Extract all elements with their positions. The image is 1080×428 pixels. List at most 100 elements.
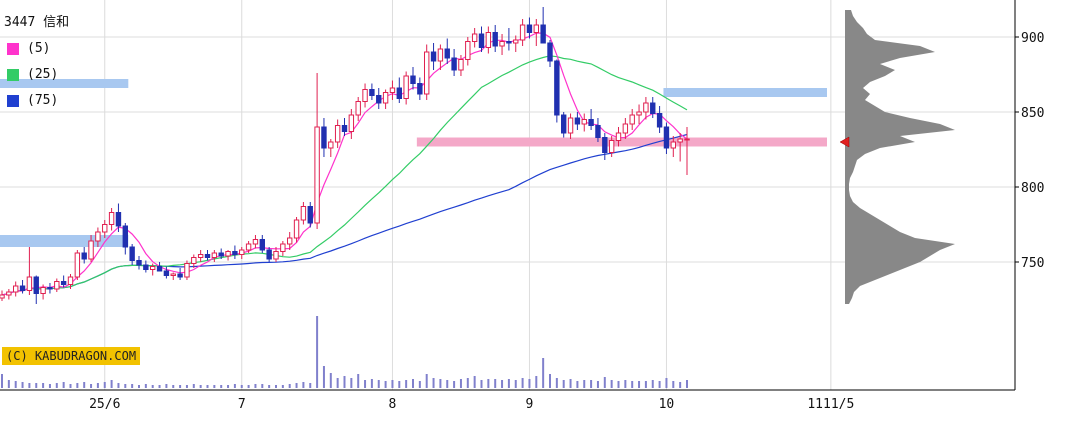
candle-body: [561, 114, 567, 134]
candle-body: [430, 51, 437, 62]
candle-body: [115, 212, 122, 227]
candle: [102, 220, 108, 238]
candle-body: [396, 87, 403, 99]
candle: [581, 113, 587, 132]
candle: [204, 250, 211, 261]
candle-body: [389, 87, 396, 93]
candle-body: [13, 285, 19, 293]
candle: [170, 272, 176, 280]
candle-body: [259, 239, 266, 251]
candle: [156, 262, 163, 272]
candle-body: [314, 126, 320, 224]
candle: [547, 40, 553, 67]
candle-body: [458, 59, 464, 71]
candle: [677, 133, 683, 162]
candle-body: [280, 243, 286, 252]
candle-body: [33, 276, 39, 294]
candle: [81, 247, 87, 264]
candle: [26, 247, 33, 295]
candle: [492, 25, 498, 52]
candle-body: [615, 132, 622, 141]
x-tick-label: 7: [238, 397, 246, 412]
candle-body: [554, 60, 560, 116]
candle: [540, 7, 546, 44]
candle: [197, 250, 204, 262]
price-band: [416, 137, 827, 147]
candle: [163, 266, 170, 279]
candle-body: [266, 249, 272, 260]
candle-body: [547, 42, 553, 62]
candle-body: [54, 281, 60, 290]
candle: [451, 49, 457, 76]
candles: [0, 7, 690, 304]
x-tick-label: 9: [526, 397, 534, 412]
candle: [129, 244, 135, 265]
candle-body: [656, 113, 663, 128]
candle-body: [382, 92, 389, 104]
candle-body: [540, 24, 546, 44]
candle: [300, 202, 307, 225]
candle: [307, 202, 313, 228]
candle: [574, 112, 581, 130]
candle-body: [273, 251, 279, 260]
candle: [396, 77, 403, 103]
candle: [40, 284, 46, 300]
candle-body: [287, 237, 293, 245]
chart-title: 3447 信和: [4, 15, 70, 30]
candle-body: [608, 140, 615, 153]
candle-body: [108, 212, 115, 225]
candle: [280, 241, 286, 256]
candle: [67, 274, 74, 289]
candle: [47, 283, 53, 294]
candle: [6, 289, 12, 300]
candle-body: [471, 33, 478, 42]
candle: [314, 73, 320, 229]
candle: [430, 43, 437, 70]
candle: [74, 250, 81, 280]
candle-body: [40, 287, 46, 294]
candle-body: [6, 291, 12, 296]
candle-body: [526, 24, 533, 33]
candle: [650, 97, 656, 118]
candle-body: [506, 41, 512, 44]
candle: [684, 127, 690, 175]
candle-body: [341, 125, 348, 132]
candle-body: [581, 119, 587, 125]
candle-body: [156, 266, 163, 272]
candle: [239, 247, 245, 259]
candle: [471, 28, 478, 48]
candle: [191, 254, 197, 268]
candle-body: [293, 219, 300, 239]
candle: [122, 223, 128, 255]
candle: [60, 275, 67, 288]
candle: [478, 26, 485, 52]
candle-body: [95, 231, 101, 242]
candle-body: [369, 89, 375, 96]
candle-body: [204, 254, 211, 258]
ma25-line: [1, 55, 688, 296]
candle-body: [321, 126, 327, 149]
candle-body: [143, 264, 149, 270]
candle-body: [218, 252, 224, 257]
candle-body: [184, 263, 190, 278]
candle-body: [150, 266, 156, 270]
candle-body: [485, 32, 492, 48]
price-band: [663, 88, 827, 97]
candle: [211, 250, 218, 262]
price-band: [0, 79, 129, 88]
legend-ma5: (5): [0, 36, 69, 62]
candle-body: [410, 75, 416, 84]
candle: [458, 55, 464, 76]
candle: [410, 67, 416, 90]
candle: [252, 235, 259, 249]
candle: [622, 118, 629, 139]
candle: [287, 232, 293, 250]
candle: [95, 227, 101, 247]
candle: [561, 112, 567, 138]
candle: [177, 268, 183, 280]
candle-body: [465, 41, 471, 60]
candle: [519, 19, 526, 46]
candle-body: [362, 89, 368, 102]
candle: [115, 203, 122, 232]
legend-ma25: (25): [0, 62, 69, 88]
